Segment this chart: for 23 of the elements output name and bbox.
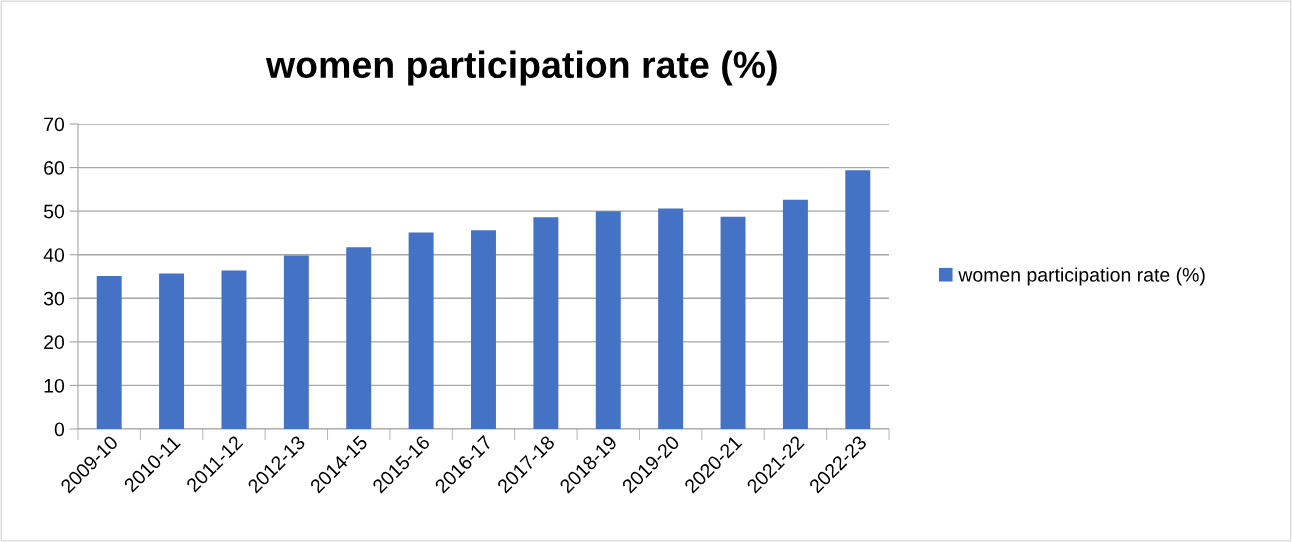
y-tick-label: 40: [43, 248, 65, 262]
bar: [159, 273, 185, 429]
bar: [96, 276, 122, 429]
bar: [408, 232, 434, 429]
bar: [471, 230, 496, 429]
y-tick-label: 0: [54, 422, 65, 437]
bar: [845, 170, 871, 429]
bar: [595, 211, 621, 429]
bar: [283, 255, 309, 429]
bar: [782, 199, 808, 429]
bar: [346, 247, 372, 429]
y-tick-label: 20: [44, 335, 65, 350]
y-tick-label: 60: [44, 161, 65, 175]
bar: [533, 217, 559, 429]
y-tick-label: 10: [44, 378, 65, 393]
y-tick-label: 70: [44, 117, 65, 132]
chart-title: women participation rate (%): [265, 50, 777, 86]
y-tick-label: 30: [43, 291, 65, 306]
bar: [720, 216, 746, 429]
bar: [658, 208, 684, 429]
y-tick-label: 50: [43, 204, 65, 219]
legend-label: women participation rate (%): [958, 267, 1205, 286]
bar: [221, 270, 247, 429]
